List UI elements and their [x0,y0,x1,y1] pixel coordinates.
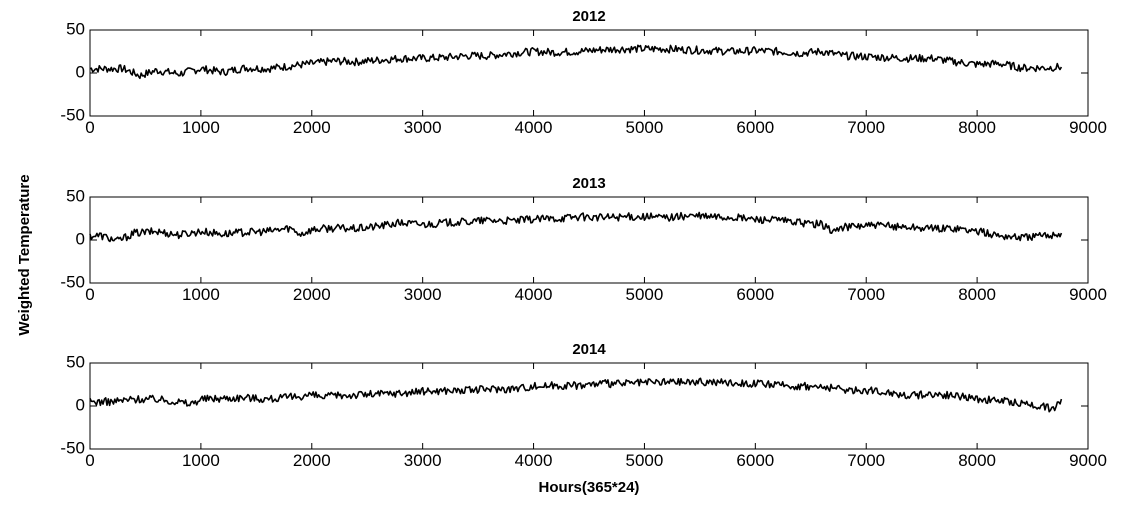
x-tick-label: 1000 [182,451,220,470]
x-tick-label: 5000 [626,451,664,470]
x-tick-label: 6000 [736,285,774,304]
x-tick-label: 7000 [847,451,885,470]
y-tick-label: 50 [66,19,85,38]
subplot-title: 2014 [572,341,606,358]
subplot-2014: 2014 0 1000 2000 3000 4000 5000 6000 7000 8000 900… [60,341,1106,496]
y-tick-label: 0 [76,229,85,248]
y-tick-label: 50 [66,352,85,371]
y-tick-label: 0 [76,62,85,81]
x-tick-label: 0 [85,285,94,304]
x-tick-label: 8000 [958,285,996,304]
x-tick-label: 2000 [293,451,331,470]
x-tick-label: 5000 [626,118,664,137]
y-tick-label: 50 [66,186,85,205]
x-tick-label: 7000 [847,118,885,137]
subplot-title: 2012 [572,8,605,25]
x-tick-label: 2000 [293,118,331,137]
x-tick-label: 8000 [958,451,996,470]
subplot-title: 2013 [572,175,605,192]
series-line [89,44,1063,80]
y-axis-label: Weighted Temperature [16,174,33,335]
subplot-2012: 2012 0 1000 2000 3000 4000 5000 6000 7000 8000 900… [60,8,1106,137]
x-tick-label: 4000 [515,118,553,137]
x-tick-label: 9000 [1069,285,1107,304]
x-tick-label: 4000 [515,285,553,304]
x-tick-label: 7000 [847,285,885,304]
x-tick-label: 6000 [736,118,774,137]
x-tick-label: 8000 [958,118,996,137]
x-tick-label: 3000 [404,285,442,304]
subplot-2013: 2013 0 1000 2000 3000 4000 5000 6000 7000 8000 900… [60,175,1106,304]
series-line [89,377,1063,413]
x-tick-label: 3000 [404,451,442,470]
x-tick-label: 9000 [1069,118,1107,137]
x-tick-label: 3000 [404,118,442,137]
y-tick-label: -50 [60,272,85,291]
x-tick-label: 0 [85,451,94,470]
x-axis-label: Hours(365*24) [539,479,640,496]
x-tick-label: 5000 [626,285,664,304]
plot-frame [89,362,1089,450]
y-tick-label: -50 [60,438,85,457]
x-tick-label: 1000 [182,118,220,137]
y-tick-label: 0 [76,395,85,414]
x-tick-label: 9000 [1069,451,1107,470]
x-tick-label: 2000 [293,285,331,304]
plot-frame [89,196,1089,284]
plot-frame [89,29,1089,117]
y-tick-label: -50 [60,105,85,124]
x-tick-label: 1000 [182,285,220,304]
x-tick-label: 6000 [736,451,774,470]
series-line [89,211,1063,243]
x-tick-label: 0 [85,118,94,137]
x-tick-label: 4000 [515,451,553,470]
